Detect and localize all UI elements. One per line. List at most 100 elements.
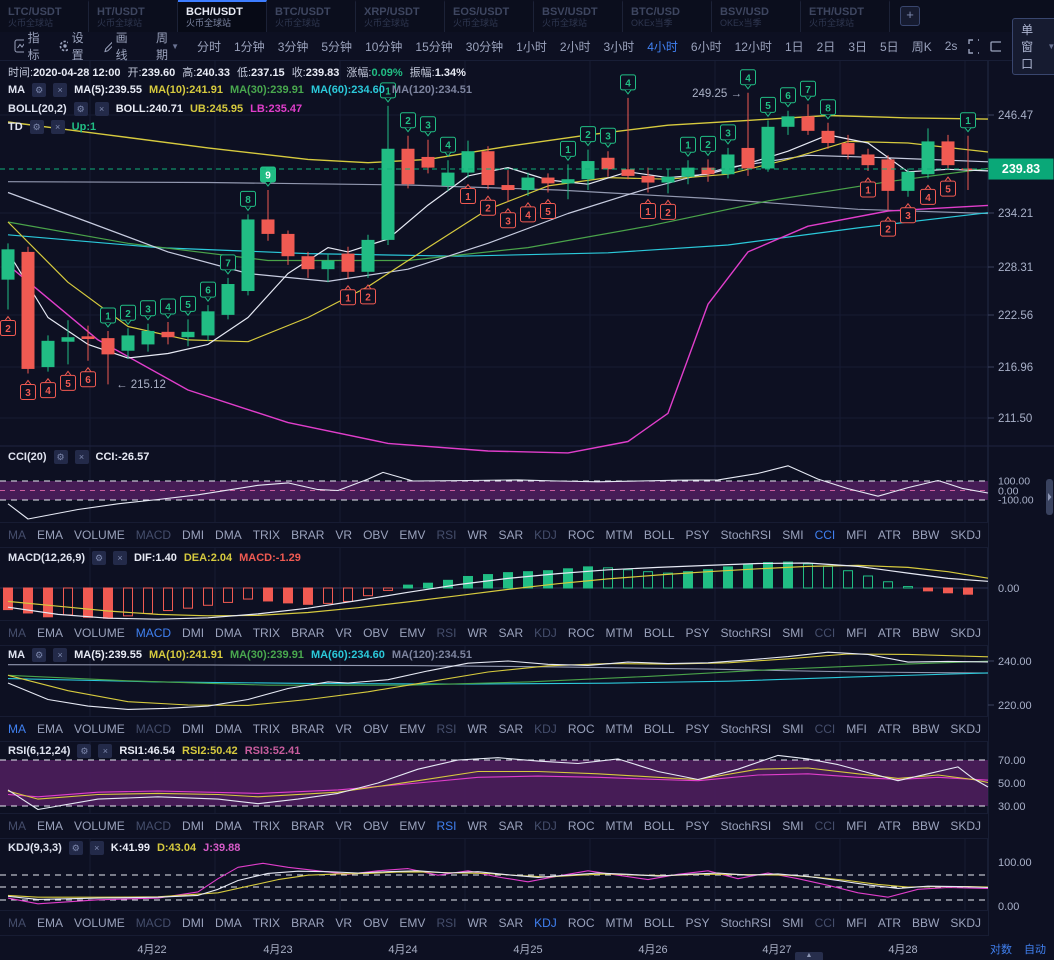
- add-window-icon[interactable]: [990, 39, 1002, 54]
- symbol-tab-XRP/USDT[interactable]: XRP/USDT 火币全球站: [356, 0, 445, 32]
- indicator-tab-MFI[interactable]: MFI: [846, 722, 867, 736]
- interval-6小时[interactable]: 6小时: [690, 39, 722, 54]
- indicator-tab-VOLUME[interactable]: VOLUME: [74, 626, 125, 640]
- indicator-tab-BRAR[interactable]: BRAR: [291, 528, 325, 542]
- indicator-tab-SAR[interactable]: SAR: [498, 916, 524, 930]
- indicator-tab-MACD[interactable]: MACD: [135, 916, 172, 930]
- indicator-tab-PSY[interactable]: PSY: [685, 916, 710, 930]
- indicator-tab-KDJ[interactable]: KDJ: [534, 626, 557, 640]
- interval-1日[interactable]: 1日: [784, 39, 804, 54]
- indicator-tab-BOLL[interactable]: BOLL: [643, 819, 675, 833]
- indicator-tab-BRAR[interactable]: BRAR: [291, 916, 325, 930]
- indicator-tab-KDJ[interactable]: KDJ: [534, 722, 557, 736]
- indicator-tab-OBV[interactable]: OBV: [363, 722, 389, 736]
- indicator-tab-VR[interactable]: VR: [335, 916, 353, 930]
- indicator-tab-BRAR[interactable]: BRAR: [291, 722, 325, 736]
- indicator-tab-ATR[interactable]: ATR: [877, 626, 902, 640]
- indicator-tab-SAR[interactable]: SAR: [498, 819, 524, 833]
- indicator-tab-StochRSI[interactable]: StochRSI: [720, 722, 772, 736]
- indicator-tab-ROC[interactable]: ROC: [567, 916, 595, 930]
- ma-settings-icon[interactable]: ⚙: [32, 83, 47, 97]
- indicator-tab-DMA[interactable]: DMA: [215, 722, 242, 736]
- symbol-tab-BSV/USDT[interactable]: BSV/USDT 火币全球站: [534, 0, 623, 32]
- interval-4小时[interactable]: 4小时: [647, 39, 678, 54]
- indicator-tab-VOLUME[interactable]: VOLUME: [74, 916, 125, 930]
- symbol-tab-HT/USDT[interactable]: HT/USDT 火币全球站: [89, 0, 178, 32]
- interval-2小时[interactable]: 2小时: [559, 39, 591, 54]
- indicator-tab-VR[interactable]: VR: [335, 626, 353, 640]
- auto-scale-toggle[interactable]: 自动: [1024, 944, 1046, 956]
- indicator-tab-BOLL[interactable]: BOLL: [643, 626, 675, 640]
- indicator-tab-BBW[interactable]: BBW: [912, 819, 940, 833]
- indicator-tab-MA[interactable]: MA: [8, 916, 26, 930]
- indicator-tab-DMI[interactable]: DMI: [182, 722, 205, 736]
- indicator-tab-VOLUME[interactable]: VOLUME: [74, 528, 125, 542]
- indicator-tab-OBV[interactable]: OBV: [363, 819, 389, 833]
- indicator-tab-RSI[interactable]: RSI: [436, 528, 457, 542]
- interval-2日[interactable]: 2日: [816, 39, 836, 54]
- fullscreen-icon[interactable]: [968, 38, 979, 54]
- indicator-tab-WR[interactable]: WR: [467, 626, 488, 640]
- indicator-tab-EMV[interactable]: EMV: [399, 916, 426, 930]
- rsi-close-icon[interactable]: ×: [98, 744, 113, 758]
- window-mode-dropdown[interactable]: 单窗口 ▼: [1012, 17, 1054, 75]
- indicator-tab-ATR[interactable]: ATR: [877, 528, 902, 542]
- indicator-tab-ROC[interactable]: ROC: [567, 528, 595, 542]
- indicator-tab-SMI[interactable]: SMI: [782, 626, 804, 640]
- settings-tool-button[interactable]: 设置: [58, 29, 88, 63]
- indicator-tab-EMV[interactable]: EMV: [399, 528, 426, 542]
- indicator-tab-SMI[interactable]: SMI: [782, 916, 804, 930]
- indicator-tab-TRIX[interactable]: TRIX: [252, 916, 281, 930]
- indicator-tab-KDJ[interactable]: KDJ: [534, 916, 557, 930]
- indicator-tab-ROC[interactable]: ROC: [567, 626, 595, 640]
- interval-3小时[interactable]: 3小时: [603, 39, 635, 54]
- ma2-close-icon[interactable]: ×: [53, 648, 68, 662]
- indicator-tab-WR[interactable]: WR: [467, 819, 488, 833]
- interval-5日[interactable]: 5日: [880, 39, 899, 54]
- indicator-tab-KDJ[interactable]: KDJ: [534, 819, 557, 833]
- rsi-settings-icon[interactable]: ⚙: [77, 744, 92, 758]
- indicator-tab-MTM[interactable]: MTM: [605, 916, 633, 930]
- symbol-tab-BTC/USDT[interactable]: BTC/USDT 火币全球站: [267, 0, 356, 32]
- indicator-tab-EMA[interactable]: EMA: [37, 528, 64, 542]
- symbol-tab-EOS/USDT[interactable]: EOS/USDT 火币全球站: [445, 0, 534, 32]
- indicator-tab-DMI[interactable]: DMI: [182, 916, 205, 930]
- indicator-tab-KDJ[interactable]: KDJ: [534, 528, 557, 542]
- indicator-tab-SMI[interactable]: SMI: [782, 722, 804, 736]
- indicator-tab-StochRSI[interactable]: StochRSI: [720, 626, 772, 640]
- td-close-icon[interactable]: ×: [50, 120, 65, 134]
- indicator-tab-BOLL[interactable]: BOLL: [643, 722, 675, 736]
- indicator-tab-MFI[interactable]: MFI: [846, 819, 867, 833]
- indicator-tab-PSY[interactable]: PSY: [685, 722, 710, 736]
- indicator-tab-BBW[interactable]: BBW: [912, 528, 940, 542]
- indicator-tab-MACD[interactable]: MACD: [135, 722, 172, 736]
- indicator-tab-TRIX[interactable]: TRIX: [252, 626, 281, 640]
- indicator-tab-CCI[interactable]: CCI: [814, 916, 836, 930]
- indicator-tab-SAR[interactable]: SAR: [498, 528, 524, 542]
- indicator-tab-MA[interactable]: MA: [8, 626, 26, 640]
- indicator-tab-DMA[interactable]: DMA: [215, 626, 242, 640]
- indicator-tab-MA[interactable]: MA: [8, 528, 26, 542]
- indicator-tab-CCI[interactable]: CCI: [814, 722, 836, 736]
- symbol-tab-BSV/USD[interactable]: BSV/USD OKEx当季: [712, 0, 801, 32]
- indicator-tab-MA[interactable]: MA: [8, 819, 26, 833]
- indicator-tab-MACD[interactable]: MACD: [135, 528, 172, 542]
- interval-10分钟[interactable]: 10分钟: [365, 39, 403, 54]
- indicator-tab-OBV[interactable]: OBV: [363, 916, 389, 930]
- indicator-tool-button[interactable]: 指标: [14, 29, 44, 63]
- interval-1分钟[interactable]: 1分钟: [234, 39, 265, 54]
- indicator-tab-BOLL[interactable]: BOLL: [643, 528, 675, 542]
- indicator-tab-MFI[interactable]: MFI: [846, 528, 867, 542]
- ma-close-icon[interactable]: ×: [53, 83, 68, 97]
- indicator-tab-VOLUME[interactable]: VOLUME: [74, 819, 125, 833]
- indicator-tab-ROC[interactable]: ROC: [567, 819, 595, 833]
- indicator-tab-BBW[interactable]: BBW: [912, 916, 940, 930]
- indicator-tab-MTM[interactable]: MTM: [605, 626, 633, 640]
- boll-close-icon[interactable]: ×: [94, 102, 109, 116]
- indicator-tab-RSI[interactable]: RSI: [436, 819, 457, 833]
- period-dropdown[interactable]: 周期 ▼: [156, 29, 179, 63]
- indicator-tab-SKDJ[interactable]: SKDJ: [950, 819, 982, 833]
- interval-3分钟[interactable]: 3分钟: [277, 39, 309, 54]
- interval-1小时[interactable]: 1小时: [516, 39, 547, 54]
- indicator-tab-DMA[interactable]: DMA: [215, 819, 242, 833]
